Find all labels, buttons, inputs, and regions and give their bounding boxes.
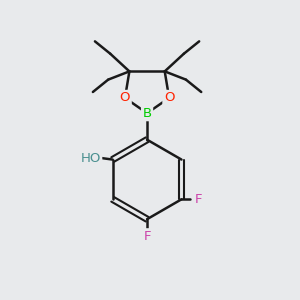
Text: HO: HO [80,152,101,165]
Text: F: F [143,230,151,243]
Text: B: B [142,107,152,120]
Text: O: O [164,92,174,104]
Text: F: F [195,193,202,206]
Text: O: O [120,92,130,104]
